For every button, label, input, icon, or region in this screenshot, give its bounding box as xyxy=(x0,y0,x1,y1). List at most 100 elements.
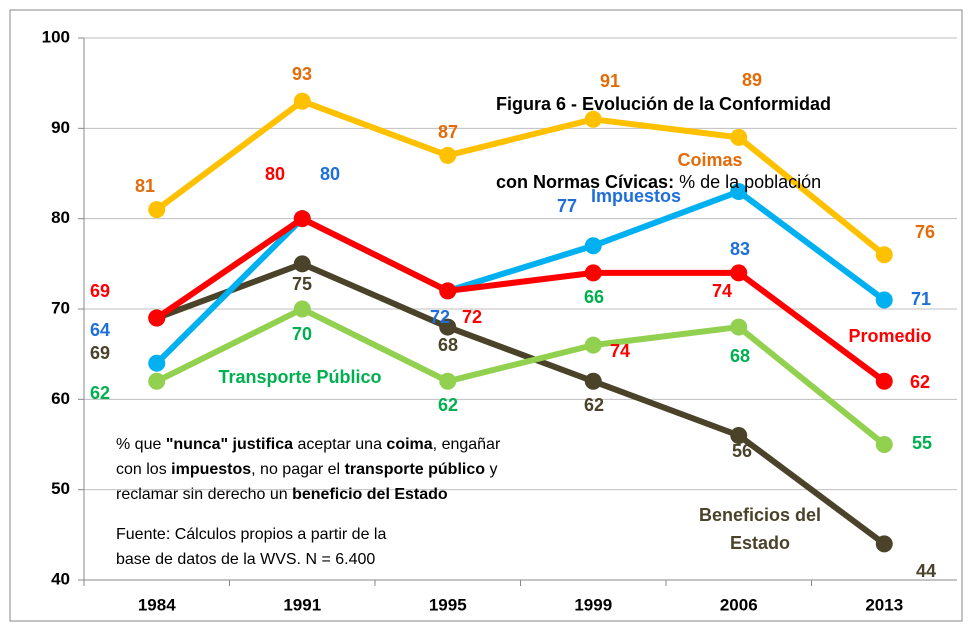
data-label: 66 xyxy=(584,287,604,307)
data-label: 62 xyxy=(90,383,110,403)
data-label: 69 xyxy=(90,281,110,301)
y-tick-label: 80 xyxy=(51,208,70,227)
data-label: 83 xyxy=(730,239,750,259)
title-text: Figura 6 - Evolución de la Conformidad xyxy=(496,94,832,114)
data-label: 80 xyxy=(265,164,285,184)
chart-title: Figura 6 - Evolución de la Conformidad c… xyxy=(496,39,831,221)
data-point xyxy=(439,318,457,336)
data-label: 93 xyxy=(292,64,312,84)
data-point xyxy=(875,372,893,390)
x-tick-label: 1995 xyxy=(429,595,467,614)
series-line xyxy=(155,260,887,547)
series-label: Beneficios del Estado xyxy=(698,505,822,553)
annotation-text: reclamar sin derecho un xyxy=(116,486,293,503)
title-line: con Normas Cívicas: % de la población xyxy=(496,169,831,195)
data-label: 76 xyxy=(915,222,935,242)
data-label: 80 xyxy=(320,164,340,184)
data-point xyxy=(875,291,893,309)
y-tick-label: 50 xyxy=(51,479,70,498)
data-point xyxy=(730,318,748,336)
data-point xyxy=(148,354,166,372)
annotation-text: , no pagar el xyxy=(251,461,345,478)
annotation-text: , engañar xyxy=(432,436,501,453)
y-tick-label: 60 xyxy=(51,389,70,408)
series-line xyxy=(155,215,887,384)
data-label: 72 xyxy=(430,307,450,327)
data-label: 71 xyxy=(911,289,931,309)
data-label: 77 xyxy=(557,196,577,216)
x-tick-label: 2006 xyxy=(720,595,758,614)
data-label: 68 xyxy=(438,335,458,355)
annotation-text: coima xyxy=(386,436,433,453)
annotation-text: % que xyxy=(116,436,166,453)
data-label: 91 xyxy=(600,71,620,91)
data-point xyxy=(148,372,166,390)
data-point xyxy=(730,128,748,146)
subtitle: % de la población xyxy=(674,172,822,192)
data-point xyxy=(293,255,311,273)
annotation-text: beneficio del Estado xyxy=(292,486,448,503)
series-line xyxy=(155,306,887,447)
data-label: 87 xyxy=(438,122,458,142)
data-label: 69 xyxy=(90,343,110,363)
source-line: base de datos de la WVS. N = 6.400 xyxy=(116,551,376,568)
annotation-line: % que "nunca" justifica aceptar una coim… xyxy=(116,432,500,457)
data-point xyxy=(584,110,602,128)
series-label: Impuestos xyxy=(590,186,682,206)
data-label: 68 xyxy=(730,346,750,366)
annotation-line: con los impuestos, no pagar el transport… xyxy=(116,457,500,482)
annotation-text: con los xyxy=(116,461,172,478)
x-tick-label: 1991 xyxy=(283,595,321,614)
series-line xyxy=(154,188,887,366)
x-tick-label: 1984 xyxy=(138,595,176,614)
data-label: 62 xyxy=(438,395,458,415)
y-tick-label: 40 xyxy=(51,569,70,588)
data-point xyxy=(439,282,457,300)
data-label: 44 xyxy=(916,561,936,581)
data-label: 74 xyxy=(712,281,732,301)
data-point xyxy=(584,336,602,354)
annotation: % que "nunca" justifica aceptar una coim… xyxy=(116,432,500,507)
data-label: 89 xyxy=(742,70,762,90)
data-point xyxy=(584,264,602,282)
data-label: 75 xyxy=(292,274,312,294)
data-point xyxy=(439,372,457,390)
data-point xyxy=(148,309,166,327)
data-label: 55 xyxy=(912,433,932,453)
annotation-line: reclamar sin derecho un beneficio del Es… xyxy=(116,482,500,507)
annotation-text: transporte público xyxy=(344,461,486,478)
data-point xyxy=(730,264,748,282)
data-label: 74 xyxy=(610,341,630,361)
data-point xyxy=(148,201,166,219)
data-label: 62 xyxy=(584,395,604,415)
source-note: Fuente: Cálculos propios a partir de la b… xyxy=(116,522,386,572)
data-label: 72 xyxy=(462,307,482,327)
data-point xyxy=(293,210,311,228)
data-point xyxy=(293,300,311,318)
x-tick-label: 2013 xyxy=(865,595,903,614)
series-line xyxy=(154,98,887,258)
data-point xyxy=(730,426,748,444)
y-tick-label: 90 xyxy=(51,118,70,137)
title-line: Figura 6 - Evolución de la Conformidad xyxy=(496,91,831,117)
data-point xyxy=(730,183,748,201)
data-point xyxy=(875,535,893,553)
series-label: Transporte Público xyxy=(218,367,382,387)
y-tick-label: 70 xyxy=(51,298,70,317)
data-label: 56 xyxy=(732,441,752,461)
series-label: Promedio xyxy=(848,326,932,346)
annotation-text: "nunca" justifica xyxy=(165,436,294,453)
data-point xyxy=(293,92,311,110)
title-text: con Normas Cívicas: xyxy=(496,172,675,192)
y-tick-label: 100 xyxy=(42,27,70,46)
data-label: 81 xyxy=(135,176,155,196)
data-label: 64 xyxy=(90,320,110,340)
data-label: 62 xyxy=(910,372,930,392)
annotation-text: aceptar una xyxy=(293,436,387,453)
series-label: Coimas xyxy=(677,150,743,170)
data-point xyxy=(875,246,893,264)
annotation-text: y xyxy=(485,461,498,478)
data-point xyxy=(875,436,893,453)
